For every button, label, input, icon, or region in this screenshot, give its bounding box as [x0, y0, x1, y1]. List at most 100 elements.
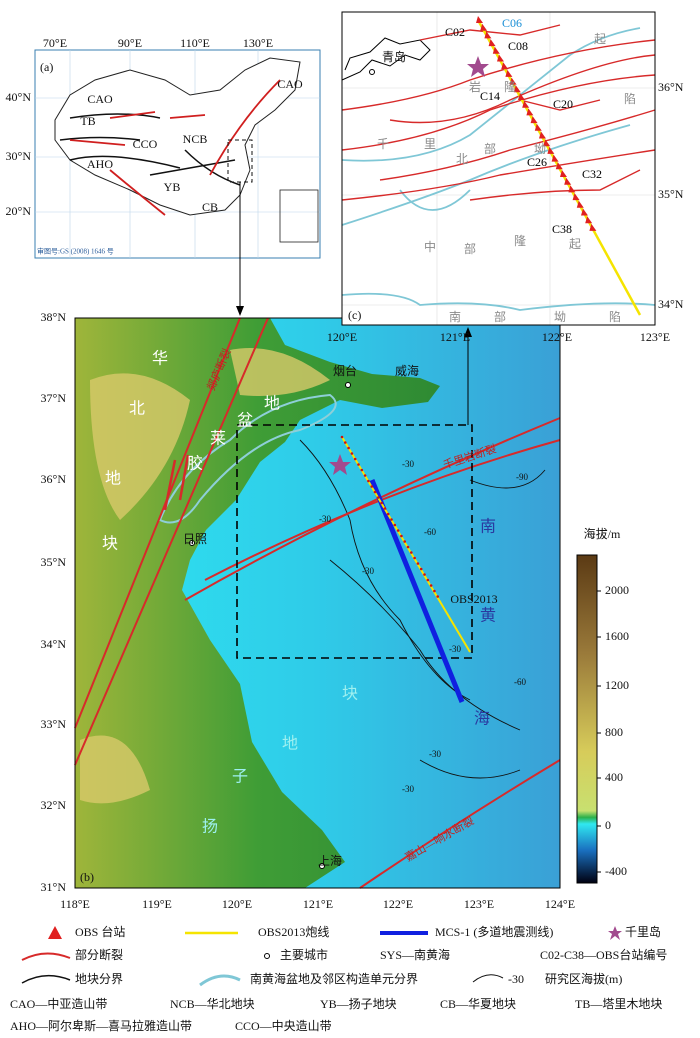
unit-label: 中 [424, 239, 436, 254]
unit-label: 海 [474, 710, 490, 728]
legend-label: -30 [508, 972, 524, 986]
legend-label: 部分断裂 [75, 947, 123, 962]
lat-label: 40°N [6, 90, 32, 104]
obs-station [433, 589, 436, 593]
arrow-head [464, 327, 472, 337]
obs-station [403, 540, 407, 543]
contour-label: -90 [516, 472, 528, 482]
fault [519, 99, 601, 111]
unit-label: 岩 [469, 79, 481, 94]
obs-station [530, 116, 538, 124]
lon-label: 124°E [545, 897, 575, 911]
obs-line [341, 436, 471, 653]
contour-label: -60 [514, 677, 526, 687]
lat-label: 35°N [41, 555, 67, 569]
obs-station [484, 31, 492, 39]
obs-station [390, 518, 393, 521]
station-label: C20 [553, 97, 573, 111]
obs-station [589, 223, 597, 231]
colorbar-tick-label: 1600 [605, 629, 629, 643]
lat-label: 37°N [41, 391, 67, 405]
lat-label: 32°N [41, 798, 67, 812]
obs-station [480, 23, 488, 31]
obs-station [416, 562, 420, 565]
obs-station [410, 551, 413, 554]
block-boundary [59, 136, 141, 141]
inset-box [279, 189, 319, 243]
obs-station [347, 446, 350, 450]
unit-label: 隆 [504, 79, 516, 94]
city-marker [369, 69, 375, 75]
fault [341, 149, 656, 201]
obs-station [436, 595, 440, 598]
colorbar-tick-label: 800 [605, 725, 623, 739]
lon-label: 120°E [222, 897, 252, 911]
unit-label: 地 [264, 395, 280, 413]
unit-label: 黄 [480, 607, 496, 625]
unit-label: 部 [464, 241, 476, 256]
highland [230, 348, 330, 396]
obs-station [513, 85, 521, 93]
unit-label: 里 [424, 137, 436, 151]
obs-station [555, 162, 563, 170]
legend-label: C02-C38—OBS台站编号 [540, 947, 667, 962]
colorbar-tick-label: 400 [605, 770, 623, 784]
unit-label: 胶 [187, 455, 203, 473]
fault [109, 111, 156, 119]
city-marker [189, 540, 195, 546]
lon-label: 90°E [118, 36, 142, 50]
unit-label: 隆 [514, 233, 526, 248]
obs-station [492, 46, 500, 54]
legend-label: OBS 台站 [75, 924, 125, 939]
obs-station [509, 77, 517, 85]
legend-basin [199, 974, 241, 987]
obs-station [518, 93, 525, 100]
fault [109, 169, 166, 216]
station-label: C32 [582, 167, 602, 181]
region-label: TB [80, 114, 95, 128]
region-label: CAO [87, 92, 113, 106]
obs-station [488, 39, 496, 47]
legend-label: AHO—阿尔卑斯—喜马拉雅造山带 [10, 1018, 192, 1033]
fault [341, 74, 656, 151]
unit-label: 莱 [210, 430, 226, 448]
lon-label: 130°E [243, 36, 273, 50]
lat-label: 38°N [41, 310, 67, 324]
legend-label: NCB—华北地块 [170, 997, 255, 1011]
lon-label: 122°E [542, 330, 572, 344]
legend-label: SYS—南黄海 [380, 947, 450, 962]
station-label: C38 [552, 222, 572, 236]
legend-boundary [21, 974, 71, 984]
arrow-head [236, 306, 244, 316]
contour [419, 759, 521, 779]
legend-label: OBS2013炮线 [258, 925, 329, 939]
legend-label: 南黄海盆地及邻区构造单元分界 [250, 971, 418, 986]
panel-label: (a) [40, 60, 53, 74]
unit-label: 南 [449, 309, 461, 324]
obs-station [419, 567, 423, 571]
obs-station [367, 479, 370, 483]
lat-label: 20°N [6, 204, 32, 218]
lon-label: 123°E [640, 330, 670, 344]
obs-station [429, 584, 433, 587]
unit-label: 起 [594, 32, 606, 46]
obs-station [505, 69, 513, 77]
fault [74, 317, 241, 729]
unit-label: 地 [105, 470, 121, 488]
obs-station [564, 177, 572, 185]
obs-station [560, 170, 567, 177]
legend-label: 研究区海拔(m) [545, 971, 622, 986]
obs-station [476, 16, 483, 23]
fault [169, 114, 206, 119]
lat-label: 33°N [41, 717, 67, 731]
obs-station [501, 62, 509, 70]
legend-label: CB—华夏地块 [440, 997, 516, 1011]
obs-station [396, 529, 400, 532]
mcs-line [369, 479, 465, 703]
unit-label: 坳 [534, 142, 546, 156]
unit-label: 千 [377, 137, 389, 151]
obs-station [576, 200, 584, 208]
unit-label: 地 [282, 735, 298, 753]
colorbar-title: 海拔/m [584, 526, 621, 541]
